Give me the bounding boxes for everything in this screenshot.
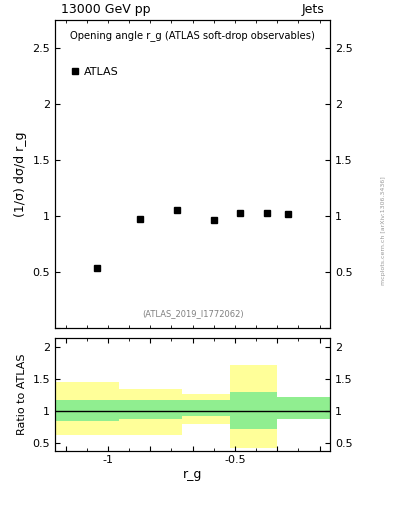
ATLAS [211,218,216,224]
ATLAS [137,216,142,222]
Text: (ATLAS_2019_I1772062): (ATLAS_2019_I1772062) [142,309,243,318]
ATLAS [264,209,269,216]
Y-axis label: Ratio to ATLAS: Ratio to ATLAS [17,353,27,435]
ATLAS [95,265,100,271]
Legend: ATLAS: ATLAS [66,63,123,82]
Line: ATLAS: ATLAS [95,207,290,271]
X-axis label: r_g: r_g [183,468,202,481]
Y-axis label: (1/σ) dσ/d r_g: (1/σ) dσ/d r_g [14,132,27,217]
Text: Jets: Jets [302,3,325,16]
ATLAS [238,209,242,216]
Text: 13000 GeV pp: 13000 GeV pp [61,3,150,16]
ATLAS [285,210,290,217]
ATLAS [174,207,179,214]
Text: mcplots.cern.ch [arXiv:1306.3436]: mcplots.cern.ch [arXiv:1306.3436] [381,176,386,285]
Text: Opening angle r_g (ATLAS soft-drop observables): Opening angle r_g (ATLAS soft-drop obser… [70,30,315,40]
